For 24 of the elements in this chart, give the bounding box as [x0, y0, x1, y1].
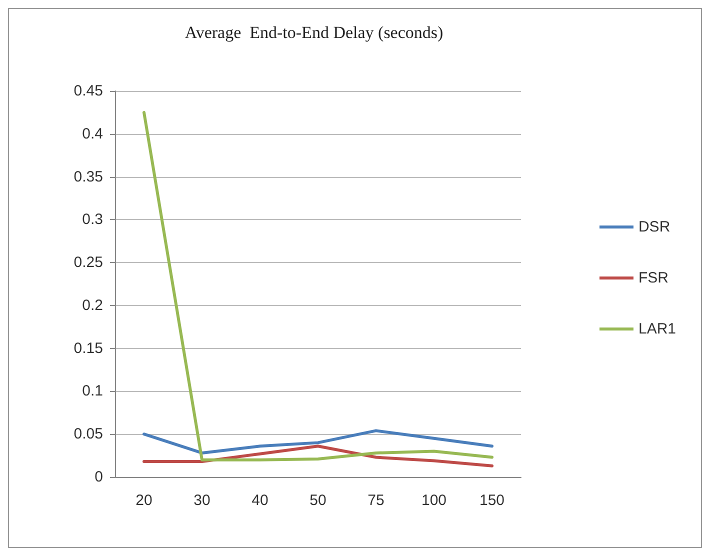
y-tick-label: 0.3 [82, 211, 103, 228]
legend-label: LAR1 [638, 320, 676, 338]
x-tick-label: 75 [368, 492, 384, 509]
y-tick-label: 0.2 [82, 296, 103, 314]
x-tick-label: 50 [310, 492, 326, 509]
y-tick-label: 0.35 [74, 168, 103, 186]
y-tick-label: 0.05 [74, 426, 103, 443]
x-tick-label: 100 [421, 492, 447, 509]
line-series [142, 110, 494, 462]
y-tick-label: 0.15 [74, 340, 103, 357]
y-tick-label: 0.45 [74, 82, 103, 100]
legend-label: FSR [638, 270, 669, 286]
x-tick-label: 20 [136, 492, 152, 509]
chart-title: Average End-to-End Delay (seconds) [184, 23, 444, 42]
legend-label: DSR [638, 218, 670, 236]
line-series [142, 444, 494, 468]
y-tick-label: 0.4 [82, 125, 103, 142]
y-tick-label: 0.1 [82, 382, 103, 400]
line-series [142, 429, 494, 454]
y-tick-label: 0.25 [74, 254, 103, 272]
x-tick-label: 150 [479, 492, 505, 509]
y-tick-label: 0 [94, 468, 103, 486]
x-tick-label: 40 [252, 492, 268, 509]
x-tick-label: 30 [194, 492, 210, 509]
